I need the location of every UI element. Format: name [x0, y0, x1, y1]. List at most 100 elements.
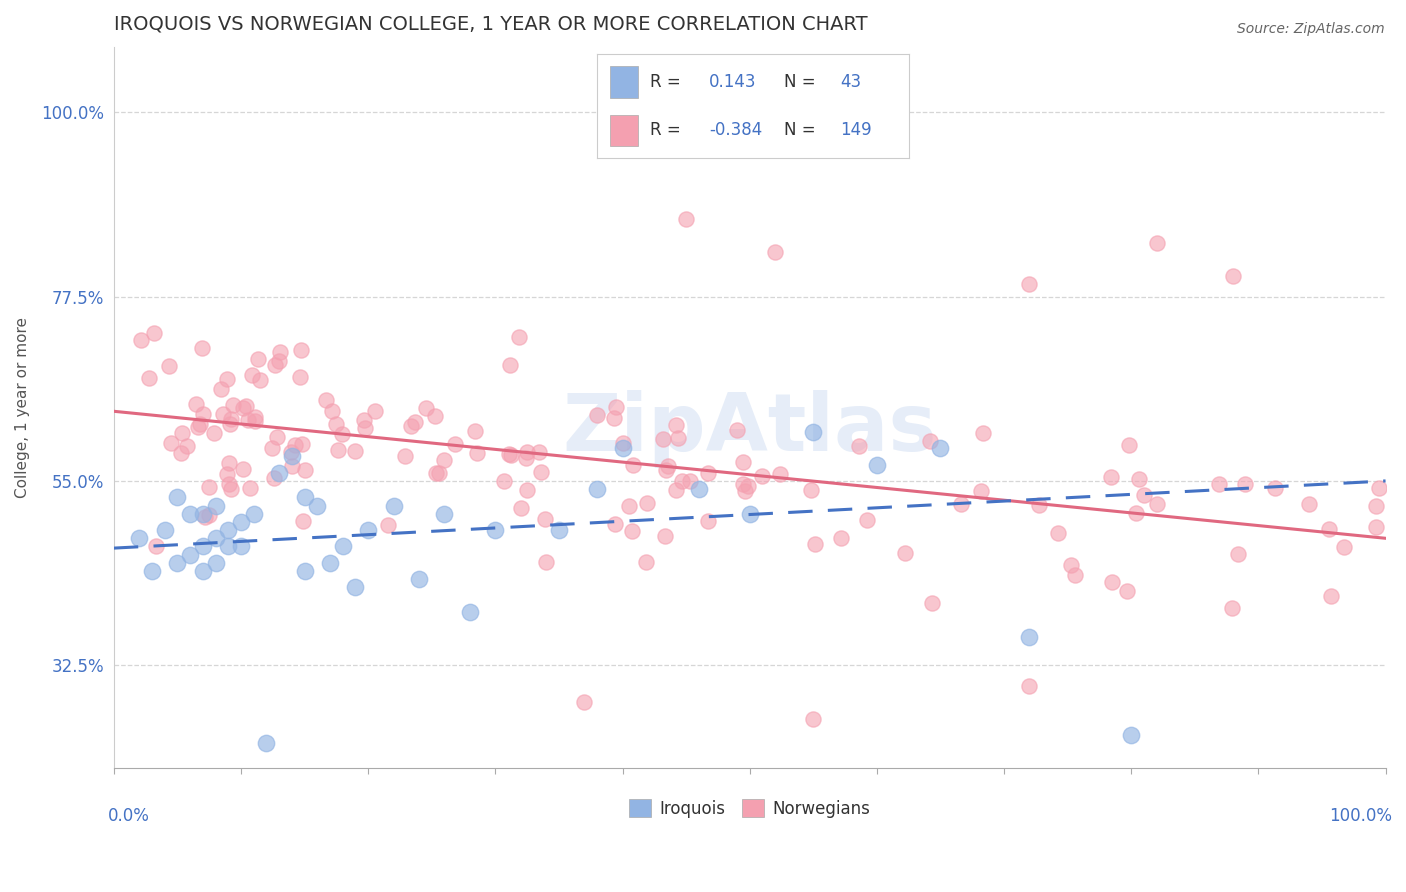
- Point: [266, 430, 288, 444]
- Point: [1115, 584, 1137, 599]
- Point: [665, 418, 688, 433]
- Point: [269, 466, 291, 480]
- Point: [267, 354, 290, 368]
- Point: [1298, 497, 1320, 511]
- Point: [321, 403, 343, 417]
- Point: [679, 474, 702, 488]
- Point: [198, 508, 221, 522]
- Point: [343, 443, 366, 458]
- Point: [157, 359, 180, 373]
- Point: [529, 444, 551, 458]
- Point: [427, 466, 450, 480]
- Point: [697, 466, 720, 480]
- Point: [731, 455, 754, 469]
- Point: [1220, 601, 1243, 615]
- Point: [191, 342, 214, 356]
- Point: [325, 417, 347, 431]
- Point: [1099, 469, 1122, 483]
- Point: [855, 513, 877, 527]
- Point: [671, 474, 693, 488]
- Point: [249, 373, 271, 387]
- Point: [243, 410, 266, 425]
- Point: [141, 564, 163, 578]
- Point: [515, 450, 537, 465]
- Point: [262, 441, 284, 455]
- Point: [202, 426, 225, 441]
- Point: [344, 581, 367, 595]
- Point: [326, 443, 349, 458]
- Point: [1047, 525, 1070, 540]
- Point: [290, 343, 312, 358]
- Point: [665, 483, 688, 497]
- Point: [603, 516, 626, 531]
- Point: [612, 436, 634, 450]
- Point: [382, 499, 405, 513]
- Point: [621, 524, 644, 539]
- Point: [433, 453, 456, 467]
- Point: [499, 359, 522, 373]
- Point: [204, 499, 226, 513]
- Point: [603, 410, 626, 425]
- Point: [666, 431, 689, 445]
- Point: [737, 479, 759, 493]
- Point: [284, 437, 307, 451]
- Point: [166, 491, 188, 505]
- Point: [492, 475, 515, 489]
- Point: [1319, 522, 1341, 536]
- Point: [217, 523, 239, 537]
- Point: [516, 483, 538, 497]
- Point: [353, 421, 375, 435]
- Point: [510, 500, 533, 515]
- Point: [319, 556, 342, 570]
- Point: [1121, 728, 1143, 742]
- Point: [239, 481, 262, 495]
- Point: [605, 400, 627, 414]
- Point: [617, 500, 640, 514]
- Point: [193, 408, 215, 422]
- Point: [1368, 481, 1391, 495]
- Point: [240, 368, 263, 382]
- Point: [657, 458, 679, 473]
- Point: [221, 398, 243, 412]
- Point: [534, 512, 557, 526]
- Point: [464, 424, 486, 438]
- Point: [655, 463, 678, 477]
- Point: [425, 409, 447, 424]
- Point: [256, 736, 278, 750]
- Text: 0.0%: 0.0%: [107, 807, 149, 825]
- Point: [484, 523, 506, 537]
- Point: [848, 438, 870, 452]
- Point: [280, 444, 302, 458]
- Point: [307, 499, 329, 513]
- Text: 100.0%: 100.0%: [1329, 807, 1392, 825]
- Text: Source: ZipAtlas.com: Source: ZipAtlas.com: [1237, 22, 1385, 37]
- Point: [179, 548, 201, 562]
- Point: [315, 392, 337, 407]
- Point: [651, 433, 673, 447]
- Point: [188, 417, 211, 431]
- Point: [654, 529, 676, 543]
- Point: [204, 531, 226, 545]
- Point: [215, 467, 238, 481]
- Point: [585, 408, 607, 422]
- Point: [294, 463, 316, 477]
- Point: [734, 484, 756, 499]
- Point: [194, 510, 217, 524]
- Point: [830, 531, 852, 545]
- Point: [247, 351, 270, 366]
- Point: [394, 450, 416, 464]
- Point: [501, 448, 523, 462]
- Point: [176, 438, 198, 452]
- Point: [170, 425, 193, 440]
- Point: [1146, 236, 1168, 251]
- Point: [1365, 519, 1388, 533]
- Point: [229, 515, 252, 529]
- Point: [191, 507, 214, 521]
- Point: [801, 425, 824, 439]
- Point: [1233, 476, 1256, 491]
- Point: [269, 345, 291, 359]
- Point: [332, 426, 354, 441]
- Point: [443, 437, 465, 451]
- Point: [211, 407, 233, 421]
- Point: [969, 483, 991, 498]
